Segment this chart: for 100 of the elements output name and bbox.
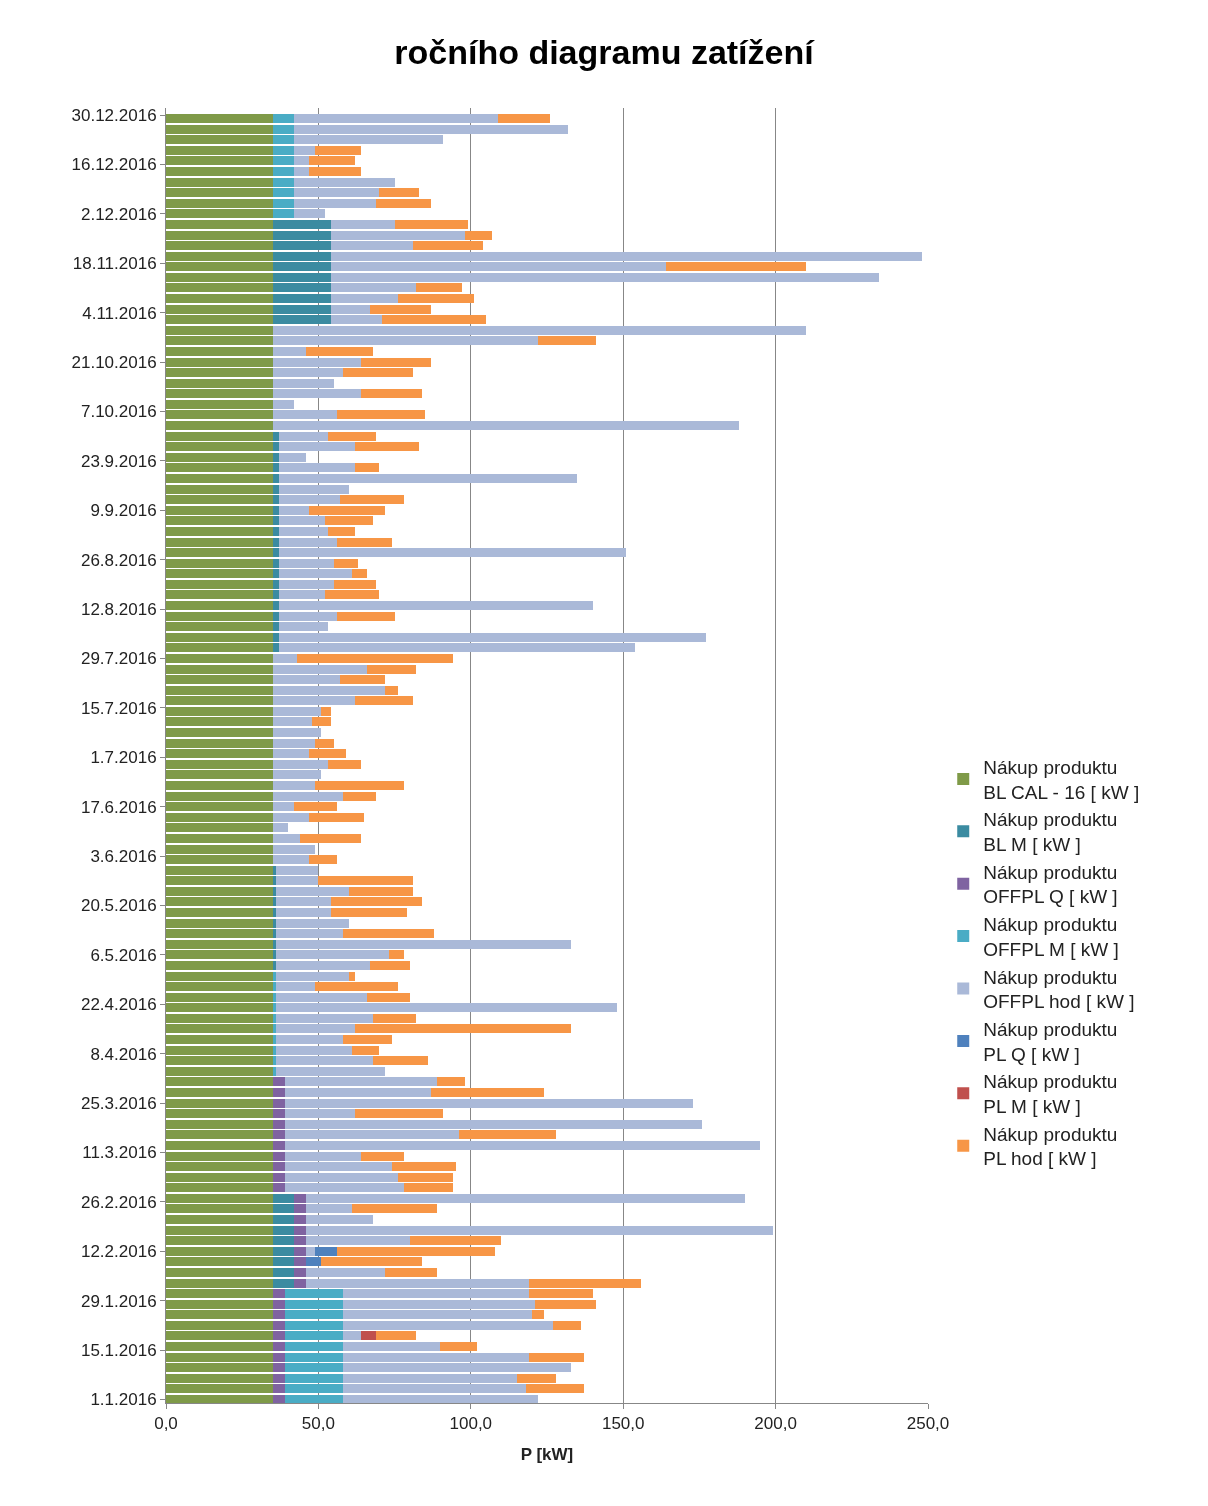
bar [306,346,374,356]
bar [272,601,279,611]
bar [553,1320,581,1330]
bar [272,114,295,124]
bar [166,526,273,536]
y-tick-label: 21.10.2016 [71,353,157,373]
bar [309,167,362,177]
bar [272,1215,295,1225]
bar [342,929,435,939]
bar [367,992,410,1002]
bar [318,876,413,886]
y-tick-label: 26.2.2016 [80,1192,157,1212]
bar [284,1342,343,1352]
bar [284,1087,432,1097]
bar [272,346,307,356]
bar [272,421,740,431]
bar [294,1267,307,1277]
bar [376,198,432,208]
bar [284,1140,761,1150]
bar [361,389,423,399]
x-tick-label: 250,0 [906,1414,950,1434]
legend-label: Nákup produktu OFFPL M [ kW ] [983,914,1119,960]
bar [354,463,380,473]
bar [166,908,273,918]
y-tick-label: 15.7.2016 [80,698,157,718]
bar [385,1267,438,1277]
bar [284,1394,343,1403]
y-tick-label: 1.7.2016 [90,748,157,768]
bar [166,219,273,229]
bar [166,1140,273,1150]
bar [379,188,419,198]
bar [339,495,404,505]
bar [361,1331,377,1341]
bar [272,833,301,843]
x-tick-label: 200,0 [754,1414,797,1434]
bar [294,167,310,177]
bar [297,653,453,663]
bar [272,1140,285,1150]
bar [166,294,273,304]
bar [351,1204,438,1214]
y-tick-label: 16.12.2016 [71,155,157,175]
y-tick-label: 11.3.2016 [82,1143,157,1163]
bar [342,1035,392,1045]
bar [336,611,395,621]
bar [272,167,295,177]
bar [272,1342,285,1352]
bar [354,1109,444,1119]
bar [315,780,404,790]
y-tick-label: 7.10.2016 [80,402,157,422]
bar [294,1215,307,1225]
bar [272,728,322,738]
bar [327,759,362,769]
bar [294,802,337,812]
bar [166,833,273,843]
bar [409,1236,502,1246]
bar [309,812,365,822]
bar [275,1035,343,1045]
bar [166,653,273,663]
legend-label: Nákup produktu BL M [ kW ] [983,809,1118,856]
bar [330,219,395,229]
bar [300,833,362,843]
bar [498,114,551,124]
y-tick-label: 30.12.2016 [71,106,157,126]
bar [275,908,331,918]
bar [166,346,273,356]
bar [166,421,273,431]
y-tick-label: 12.2.2016 [80,1242,157,1262]
bar [272,1289,285,1299]
bar [272,1077,285,1087]
bar [166,1267,273,1277]
bar [272,1267,295,1277]
y-tick-label: 25.3.2016 [80,1094,157,1114]
y-tick-label: 29.7.2016 [80,649,157,669]
bar [431,1087,544,1097]
legend-label: Nákup produktu OFFPL Q [ kW ] [983,861,1118,908]
bar [166,1215,273,1225]
bar [272,780,316,790]
bar [665,262,807,272]
bar [272,294,331,304]
y-tick-label: 20.5.2016 [80,896,157,916]
x-axis-title: P [kW] [520,1444,574,1464]
bar [272,960,276,970]
bar [166,780,273,790]
bar [294,114,499,124]
bar [284,1289,343,1299]
legend-label: Nákup produktu OFFPL hod [ kW ] [983,966,1135,1013]
bar [370,960,410,970]
bar [272,653,298,663]
y-tick-label: 4.11.2016 [82,303,157,323]
bar [327,526,355,536]
bar [278,601,593,611]
bar [306,1267,386,1277]
bar [376,1331,416,1341]
bar [306,1215,374,1225]
bar [166,1035,273,1045]
bar [440,1342,477,1352]
y-tick-label: 23.9.2016 [80,451,157,471]
chart-title: ročního diagramu zatížení [394,32,816,71]
bar [272,219,331,229]
x-tick-label: 100,0 [449,1414,493,1434]
